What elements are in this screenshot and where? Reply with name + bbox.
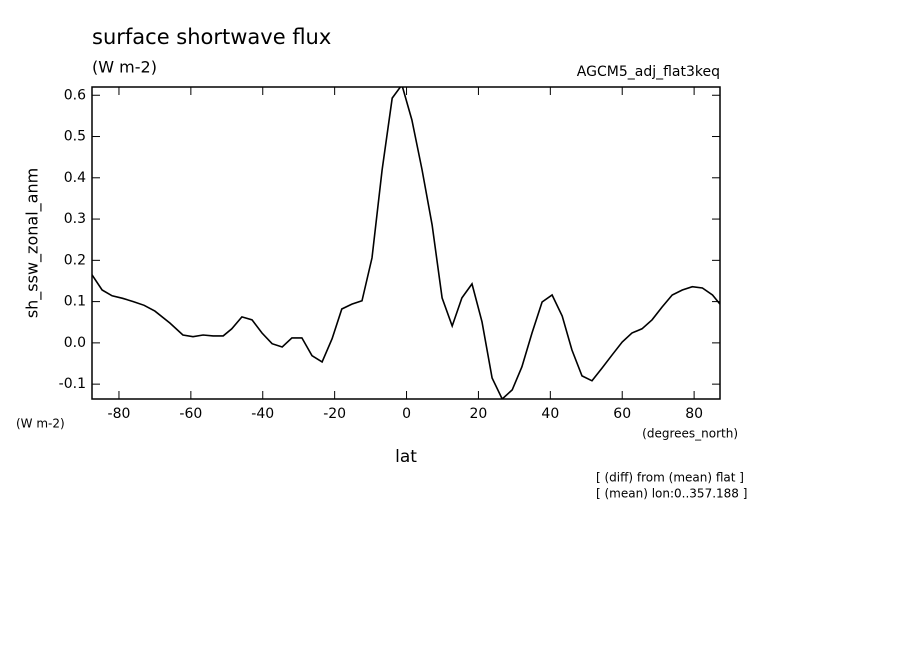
y-units: (W m-2) (16, 417, 65, 431)
y-tick-label: 0.0 (64, 335, 86, 351)
y-tick-label: -0.1 (59, 376, 86, 392)
note: [ (mean) lon:0..357.188 ] (596, 487, 747, 501)
note: [ (diff) from (mean) flat ] (596, 471, 744, 485)
data-line (92, 87, 720, 399)
x-tick-label: 80 (685, 406, 703, 422)
y-tick-label: 0.2 (64, 252, 86, 268)
x-tick-label: 0 (402, 406, 411, 422)
x-tick-label: -40 (251, 406, 274, 422)
subtitle: (W m-2) (92, 58, 157, 77)
x-tick-label: 60 (613, 406, 631, 422)
y-tick-label: 0.4 (64, 170, 86, 186)
chart-title: surface shortwave flux (92, 25, 331, 49)
x-axis-label: lat (395, 447, 417, 467)
y-tick-label: 0.3 (64, 211, 86, 227)
y-tick-label: 0.1 (64, 294, 86, 310)
y-tick-label: 0.6 (64, 87, 86, 103)
y-tick-label: 0.5 (64, 129, 86, 145)
x-tick-label: -80 (108, 406, 131, 422)
x-tick-label: 20 (470, 406, 488, 422)
x-units: (degrees_north) (642, 427, 738, 441)
x-tick-label: -60 (179, 406, 202, 422)
x-tick-label: -20 (323, 406, 346, 422)
y-axis-label: sh_ssw_zonal_anm (23, 168, 43, 318)
plot-frame (91, 86, 721, 400)
dataset-label: AGCM5_adj_flat3keq (577, 64, 720, 80)
x-tick-label: 40 (541, 406, 559, 422)
